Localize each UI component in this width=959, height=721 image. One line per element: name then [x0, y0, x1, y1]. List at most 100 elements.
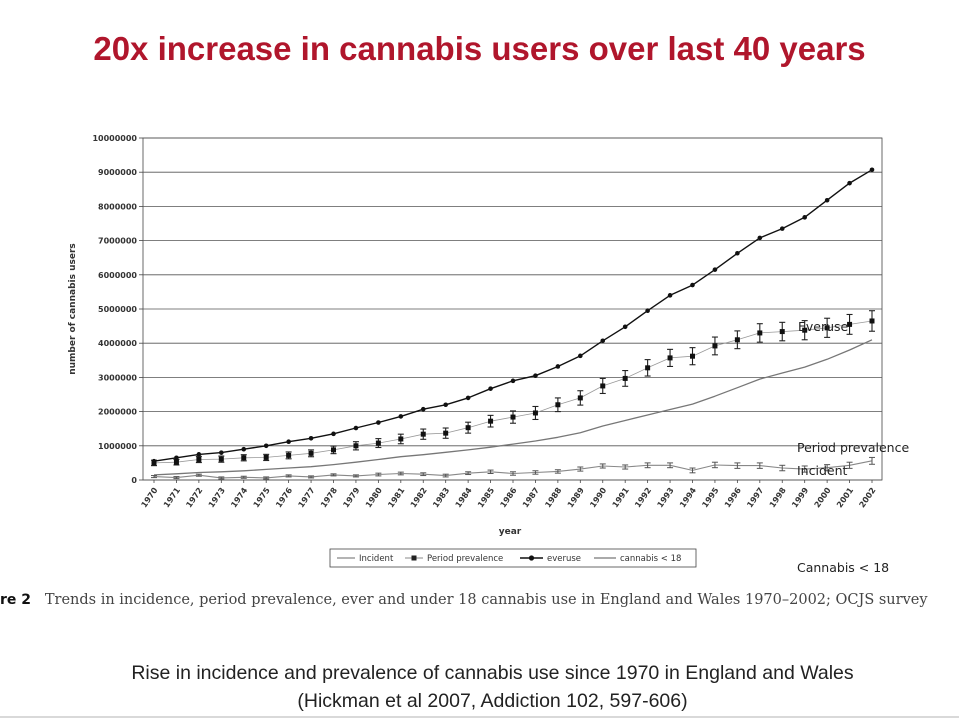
- period-prevalence-point: [510, 414, 516, 420]
- footer-line-1: Rise in incidence and prevalence of cann…: [131, 662, 854, 684]
- everuse-point: [331, 431, 336, 437]
- y-tick-label: 0: [131, 476, 137, 485]
- period-prevalence-point: [847, 321, 853, 327]
- x-tick-label: 1973: [207, 486, 227, 509]
- everuse-point: [398, 414, 404, 419]
- everuse-point: [241, 446, 247, 452]
- x-tick-label: 1977: [297, 486, 317, 509]
- everuse-point: [353, 425, 359, 431]
- period-prevalence-point: [690, 353, 695, 359]
- y-tick-label: 10000000: [92, 134, 137, 143]
- period-prevalence-point: [331, 447, 336, 453]
- figure-caption-label: re 2: [0, 592, 32, 608]
- x-tick-label: 1992: [633, 486, 653, 509]
- y-tick-label: 9000000: [98, 168, 137, 177]
- everuse-point: [690, 282, 695, 288]
- legend-label-incident: Incident: [359, 554, 394, 564]
- period-prevalence-point: [869, 318, 875, 324]
- x-tick-label: 1972: [184, 486, 204, 509]
- x-tick-label: 1970: [139, 486, 159, 510]
- everuse-point: [263, 443, 269, 449]
- x-tick-label: 1981: [386, 486, 406, 510]
- x-tick-label: 1983: [431, 486, 451, 509]
- x-tick-label: 1974: [229, 486, 249, 510]
- everuse-point: [376, 420, 381, 425]
- period-prevalence-point: [196, 456, 202, 462]
- everuse-point: [622, 324, 628, 330]
- period-prevalence-point: [577, 395, 583, 401]
- everuse-point: [286, 439, 291, 444]
- everuse-point: [555, 364, 561, 369]
- everuse-point: [578, 353, 583, 359]
- y-tick-label: 2000000: [98, 408, 137, 417]
- everuse-point: [779, 226, 785, 231]
- period-prevalence-point: [241, 455, 247, 461]
- everuse-point: [667, 293, 673, 298]
- legend-marker-everuse: [528, 555, 535, 561]
- x-tick-label: 1979: [341, 486, 361, 510]
- period-prevalence-point: [173, 459, 179, 465]
- x-tick-label: 1998: [768, 486, 788, 510]
- legend-label-period-prevalence: Period prevalence: [427, 554, 503, 564]
- x-tick-label: 1987: [521, 486, 541, 509]
- y-tick-label: 1000000: [98, 442, 137, 451]
- incident-overlay-label: Incident: [797, 463, 848, 478]
- period-prevalence-point: [465, 425, 471, 431]
- legend: Incident Period prevalence everuse canna…: [329, 548, 697, 568]
- period-prevalence-point: [757, 330, 763, 336]
- x-tick-label: 1990: [588, 486, 608, 510]
- everuse-point: [196, 452, 202, 457]
- everuse-point: [735, 250, 740, 256]
- legend-marker-period-prevalence: [411, 555, 417, 561]
- period-prevalence-point: [488, 418, 494, 424]
- series-layer: [151, 167, 875, 480]
- period-prevalence-point: [734, 337, 740, 343]
- x-tick-label: 1976: [274, 486, 294, 510]
- chart: 0 1000000 2000000 3000000 4000000 5000000 6000…: [68, 134, 883, 568]
- period-prevalence-point: [375, 440, 381, 446]
- y-axis-label: number of cannabis users: [68, 243, 78, 375]
- legend-label-everuse: everuse: [547, 554, 581, 564]
- x-tick-label: 2002: [857, 486, 877, 509]
- period-prevalence-point: [443, 430, 449, 436]
- period-prevalence-point: [263, 454, 269, 460]
- y-tick-label: 4000000: [98, 339, 137, 348]
- y-tick-label: 6000000: [98, 271, 137, 280]
- everuse-point: [443, 402, 448, 408]
- bottom-rule: [0, 716, 959, 718]
- x-tick-label: 1993: [656, 486, 676, 509]
- everuse-point: [308, 435, 314, 441]
- everuse-point: [600, 338, 606, 344]
- everuse-point: [219, 450, 224, 455]
- period-prevalence-point: [645, 365, 651, 371]
- x-tick-label: 1997: [745, 486, 765, 509]
- x-tick-label: 1994: [678, 486, 698, 510]
- x-tick-label: 1985: [476, 486, 496, 510]
- x-tick-label: 1999: [790, 486, 810, 510]
- everuse-point: [420, 406, 426, 412]
- x-tick-label: 2000: [813, 486, 833, 510]
- x-axis-label: year: [499, 527, 522, 537]
- grid-layer: [142, 137, 883, 481]
- x-tick-label: 1989: [566, 486, 586, 510]
- everuse-point: [151, 458, 157, 464]
- x-tick-label: 1982: [409, 486, 429, 509]
- x-tick-label: 1971: [162, 486, 182, 510]
- y-tick-label: 8000000: [98, 202, 137, 211]
- x-tick-label: 1980: [364, 486, 384, 510]
- series-line-period-prevalence: [153, 320, 873, 464]
- period-prevalence-point: [218, 456, 224, 462]
- period-prevalence-point: [779, 329, 785, 335]
- everuse-point: [533, 373, 538, 378]
- period-prevalence-point: [802, 327, 808, 333]
- x-tick-label: 1975: [252, 486, 272, 510]
- period-prevalence-point: [398, 436, 404, 442]
- y-tick-label: 5000000: [98, 305, 137, 314]
- period-prevalence-point: [667, 355, 673, 361]
- x-tick-label: 1978: [319, 486, 339, 510]
- everuse-overlay-label: Everuse: [798, 319, 849, 334]
- everuse-point: [510, 378, 516, 384]
- x-tick-label: 1984: [454, 486, 474, 510]
- x-tick-label: 1988: [543, 486, 563, 510]
- period-prevalence-overlay-label: Period prevalence: [797, 440, 910, 455]
